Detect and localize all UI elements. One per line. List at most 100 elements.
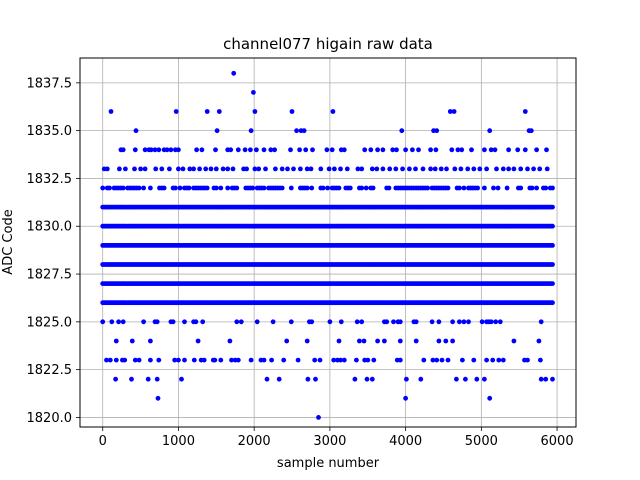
data-point bbox=[354, 357, 359, 363]
data-point bbox=[371, 357, 377, 363]
data-point bbox=[220, 166, 226, 172]
data-point bbox=[397, 319, 403, 325]
data-point bbox=[203, 166, 209, 172]
data-point bbox=[204, 185, 210, 191]
data-point bbox=[387, 166, 393, 172]
data-point bbox=[368, 147, 374, 153]
data-point bbox=[324, 147, 330, 153]
data-point bbox=[309, 319, 315, 325]
data-point bbox=[214, 128, 220, 134]
data-point bbox=[362, 147, 368, 153]
data-point bbox=[248, 357, 254, 363]
data-point bbox=[208, 166, 214, 172]
data-point bbox=[451, 109, 457, 114]
data-point bbox=[550, 376, 555, 382]
data-point bbox=[495, 185, 501, 191]
data-point bbox=[177, 185, 183, 191]
data-point bbox=[261, 357, 267, 363]
data-point bbox=[263, 166, 268, 172]
data-point bbox=[457, 319, 462, 325]
data-point bbox=[288, 319, 294, 325]
data-point bbox=[148, 357, 153, 363]
data-point bbox=[301, 128, 307, 134]
data-point bbox=[404, 376, 409, 382]
x-tick-label: 5000 bbox=[465, 434, 498, 449]
data-point bbox=[484, 166, 489, 172]
data-point bbox=[156, 147, 162, 153]
data-point bbox=[537, 166, 543, 172]
data-point bbox=[375, 147, 380, 153]
data-point bbox=[123, 166, 128, 172]
data-point bbox=[132, 357, 138, 363]
x-axis-ticks: 0 1000 2000 3000 4000 5000 6000 bbox=[99, 427, 574, 449]
data-point bbox=[270, 319, 276, 325]
data-point bbox=[445, 357, 451, 363]
data-point bbox=[170, 319, 176, 325]
data-point bbox=[522, 109, 528, 114]
data-point bbox=[168, 147, 174, 153]
data-point bbox=[363, 185, 369, 191]
data-point bbox=[113, 376, 118, 382]
data-point bbox=[136, 357, 142, 363]
data-point bbox=[148, 147, 154, 153]
data-point bbox=[518, 166, 524, 172]
data-point bbox=[413, 338, 419, 344]
data-point bbox=[116, 319, 121, 325]
data-point bbox=[536, 338, 542, 344]
data-point bbox=[242, 147, 248, 153]
data-point bbox=[218, 185, 224, 191]
data-point bbox=[500, 357, 506, 363]
data-point bbox=[228, 147, 234, 153]
data-point bbox=[400, 166, 405, 172]
data-point bbox=[354, 319, 360, 325]
data-point bbox=[132, 166, 137, 172]
data-point bbox=[338, 357, 343, 363]
data-point bbox=[308, 166, 314, 172]
data-point bbox=[543, 376, 549, 382]
data-point bbox=[173, 185, 178, 191]
data-point bbox=[289, 109, 295, 114]
x-tick-label: 0 bbox=[99, 434, 107, 449]
data-point bbox=[142, 166, 148, 172]
data-point bbox=[397, 338, 403, 344]
data-point bbox=[234, 185, 240, 191]
data-point bbox=[148, 185, 153, 191]
data-point bbox=[248, 147, 253, 153]
data-point bbox=[434, 357, 440, 363]
data-point bbox=[120, 185, 126, 191]
data-point bbox=[403, 395, 408, 401]
data-point bbox=[428, 147, 433, 153]
plot-frame bbox=[79, 57, 577, 428]
data-point bbox=[120, 319, 126, 325]
data-point bbox=[191, 166, 197, 172]
data-point bbox=[382, 338, 387, 344]
data-point bbox=[538, 319, 544, 325]
data-point bbox=[506, 147, 511, 153]
data-point bbox=[550, 281, 555, 286]
data-point bbox=[384, 319, 390, 325]
data-point bbox=[132, 147, 138, 153]
data-point bbox=[304, 338, 310, 344]
data-point bbox=[231, 70, 237, 76]
data-point bbox=[317, 357, 323, 363]
data-point bbox=[344, 166, 350, 172]
data-point bbox=[447, 109, 453, 114]
data-point bbox=[497, 319, 503, 325]
data-point bbox=[298, 166, 303, 172]
data-point bbox=[304, 185, 310, 191]
data-point bbox=[113, 357, 119, 363]
data-point bbox=[407, 166, 412, 172]
data-point bbox=[235, 357, 241, 363]
data-point bbox=[288, 147, 293, 153]
data-point bbox=[471, 166, 477, 172]
data-point bbox=[154, 376, 160, 382]
data-point bbox=[445, 185, 451, 191]
y-tick-label: 1825.0 bbox=[27, 315, 73, 330]
data-point bbox=[543, 185, 549, 191]
data-point bbox=[550, 223, 555, 229]
data-point bbox=[330, 109, 336, 114]
data-point bbox=[500, 166, 506, 172]
data-point bbox=[248, 128, 254, 134]
